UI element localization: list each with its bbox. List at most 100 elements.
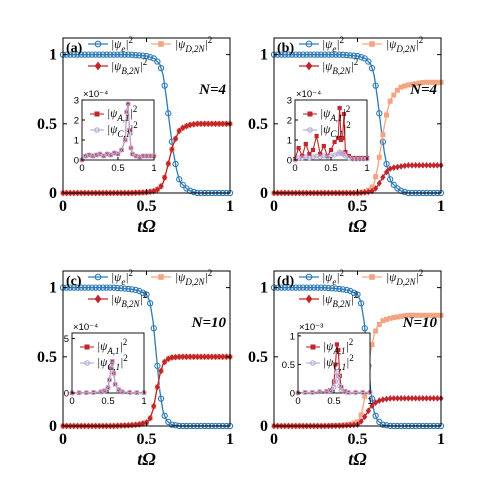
- data-point: [154, 186, 160, 193]
- x-tick-label: 0.5: [348, 431, 368, 448]
- legend-marker: [94, 61, 102, 71]
- data-point: [336, 285, 343, 293]
- x-tick-label: 0: [270, 198, 278, 215]
- data-point: [285, 51, 292, 58]
- data-point: [365, 407, 371, 415]
- x-tick-label: 0: [59, 198, 67, 215]
- data-point: [136, 52, 143, 59]
- inset-y-tick-label: 0: [64, 389, 69, 400]
- inset-data-point: [332, 379, 338, 385]
- data-point: [332, 285, 339, 292]
- data-point: [92, 284, 99, 291]
- data-point: [139, 52, 147, 59]
- inset-data-point: [112, 381, 118, 387]
- x-axis-title: tΩ: [137, 449, 156, 469]
- data-point: [303, 51, 310, 58]
- panel-label: (a): [66, 41, 83, 56]
- legend-label: |ψe|2: [322, 268, 344, 287]
- data-point: [162, 174, 168, 181]
- inset-data-point: [124, 109, 130, 115]
- x-axis-title: tΩ: [348, 449, 367, 469]
- inset-legend: |ψA,1|2|ψC,1|2: [90, 104, 138, 139]
- data-point: [198, 120, 204, 128]
- data-point: [278, 51, 285, 58]
- inset-data-point: [108, 152, 114, 158]
- x-tick-label: 1: [437, 198, 445, 215]
- n-annotation: N=10: [191, 315, 227, 331]
- data-point: [361, 325, 368, 332]
- y-tick-label: 1: [49, 280, 57, 297]
- data-point: [339, 286, 347, 293]
- inset-x-tick-label: 0: [69, 396, 74, 407]
- legend-label: |ψB,2N|2: [322, 290, 358, 309]
- data-point: [169, 146, 175, 153]
- y-tick-label: 0: [49, 185, 57, 202]
- inset-x-tick-label: 0: [295, 396, 300, 407]
- inset-data-point: [97, 151, 103, 157]
- inset-data-point: [328, 147, 334, 153]
- data-point: [128, 51, 136, 58]
- x-tick-label: 0: [270, 431, 278, 448]
- inset-data-point: [307, 151, 312, 157]
- inset-data-point: [126, 127, 133, 133]
- inset-data-point: [337, 105, 342, 111]
- inset-data-point: [109, 358, 115, 364]
- data-point: [121, 285, 128, 292]
- inset-y-tick-label: 0: [287, 156, 292, 167]
- data-point: [344, 422, 350, 429]
- data-point: [336, 51, 343, 58]
- data-point: [172, 160, 179, 168]
- data-point: [409, 394, 415, 402]
- data-point: [361, 55, 368, 62]
- panel-label: (c): [66, 274, 82, 289]
- data-point: [125, 51, 132, 58]
- data-point: [310, 51, 318, 58]
- inset-data-point: [108, 365, 114, 371]
- inset-data-point: [101, 153, 107, 159]
- inset-data-point: [119, 147, 125, 153]
- data-point: [343, 51, 350, 59]
- inset-data-point: [360, 389, 366, 395]
- inset-data-point: [331, 384, 337, 390]
- data-point: [413, 161, 419, 169]
- inset-legend-label: |ψC,1|2: [320, 120, 351, 139]
- inset-data-point: [341, 111, 347, 117]
- inset-y-tick-label: 2: [74, 116, 79, 127]
- data-point: [391, 92, 397, 98]
- x-tick-label: 1: [226, 198, 234, 215]
- data-point: [423, 394, 430, 402]
- legend-marker: [369, 41, 375, 47]
- data-point: [147, 414, 153, 422]
- data-point: [383, 160, 390, 168]
- data-point: [67, 284, 74, 291]
- data-point: [376, 154, 382, 160]
- data-point: [143, 52, 150, 60]
- y-tick-label: 1: [260, 47, 268, 64]
- data-point: [158, 182, 164, 190]
- inset-y-tick-label: 1: [290, 331, 295, 342]
- data-point: [151, 402, 157, 410]
- data-point: [328, 51, 336, 58]
- data-point: [132, 286, 139, 294]
- legend-label: |ψB,2N|2: [322, 57, 358, 76]
- x-tick-label: 1: [437, 431, 445, 448]
- data-point: [191, 353, 197, 361]
- panel-label: (d): [277, 274, 294, 289]
- data-point: [314, 284, 321, 291]
- data-point: [310, 284, 318, 291]
- data-point: [343, 286, 350, 294]
- inset-legend: |ψA,1|2|ψC,1|2: [80, 337, 128, 372]
- n-annotation: N=10: [402, 315, 438, 331]
- inset-legend-label: |ψA,1|2: [97, 337, 127, 356]
- data-point: [318, 51, 325, 58]
- inset-data-point: [115, 151, 121, 157]
- data-point: [146, 54, 154, 61]
- inset-data-point: [332, 139, 337, 145]
- data-point: [394, 87, 400, 93]
- data-point: [292, 284, 299, 291]
- data-point: [307, 284, 314, 291]
- data-point: [373, 174, 379, 180]
- data-point: [368, 395, 376, 402]
- data-point: [398, 394, 404, 402]
